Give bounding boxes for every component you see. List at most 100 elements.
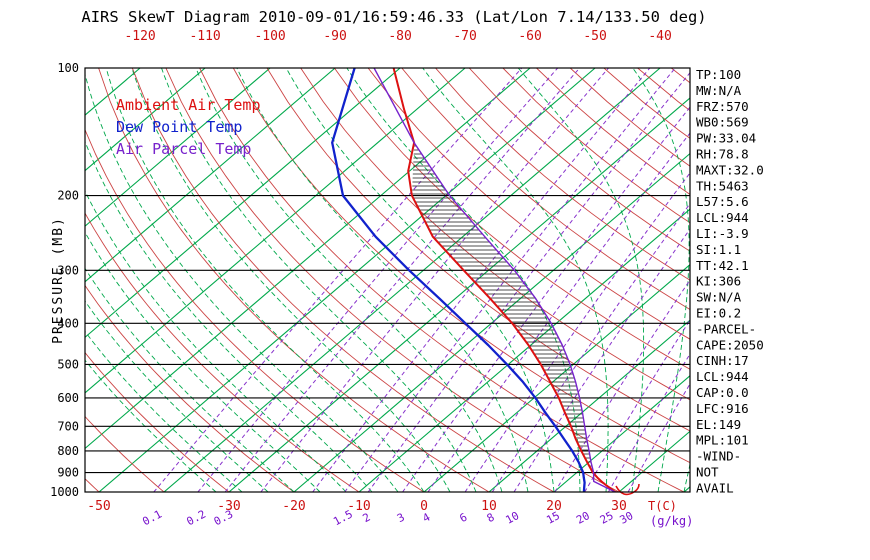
- stat-line: TH:5463: [696, 178, 749, 193]
- mixing-ratio-label: 20: [574, 509, 592, 527]
- pressure-tick-label: 700: [57, 419, 79, 433]
- stat-line: PW:33.04: [696, 131, 756, 146]
- isotherm-line: [85, 68, 531, 450]
- grid-layer: [0, 68, 690, 492]
- pressure-tick-label: 400: [57, 316, 79, 330]
- dry-adiabat-line: [85, 284, 295, 492]
- moist-adiabat-line: [85, 140, 373, 492]
- top-axis-tick-label: -120: [124, 29, 155, 44]
- mixing-ratio-label: 0.2: [184, 508, 208, 529]
- pressure-tick-label: 300: [57, 263, 79, 277]
- isotherm-line: [553, 375, 690, 492]
- moist-adiabat-line: [161, 68, 477, 492]
- mixing-ratio-line: [197, 68, 559, 492]
- moist-adiabat-line: [85, 267, 295, 492]
- dry-adiabat-line: [401, 68, 690, 311]
- bottom-axis-tick-label: -50: [87, 499, 110, 514]
- stat-line: AVAIL: [696, 480, 734, 495]
- moist-adiabat-line: [131, 68, 451, 492]
- moist-adiabat-line: [422, 68, 609, 492]
- dry-adiabat-line: [85, 415, 165, 492]
- mixing-ratio-label: 2: [361, 511, 373, 526]
- surface-max-temp-marker: [615, 483, 640, 496]
- parcel-temp-curve: [373, 68, 616, 492]
- isotherm-line: [85, 68, 401, 339]
- top-axis-tick-label: -60: [518, 29, 541, 44]
- pressure-tick-label: 1000: [50, 485, 79, 499]
- dry-adiabat-line: [367, 68, 690, 340]
- bottom-axis-tick-label: 0: [420, 499, 428, 514]
- chart-title: AIRS SkewT Diagram 2010-09-01/16:59:46.3…: [81, 8, 706, 26]
- mixing-ratio-label: 30: [618, 509, 636, 527]
- stat-line: NOT: [696, 465, 719, 480]
- dry-adiabat-line: [232, 68, 690, 464]
- isotherm-line: [358, 208, 690, 492]
- pressure-axis-label: PRESSURE (MB): [51, 216, 66, 344]
- stat-line: LI:-3.9: [696, 226, 749, 241]
- mixing-ratio-label: 3: [395, 511, 407, 526]
- stat-line: EI:0.2: [696, 306, 741, 321]
- isotherm-line: [293, 152, 690, 492]
- labels-layer: -120 -110 -100 -90 -80 -70 -60 -50 -40-50 -30 -20-…: [50, 29, 764, 528]
- top-axis-tick-label: -40: [648, 29, 671, 44]
- mixing-ratio-line: [491, 202, 690, 492]
- mixing-ratio-label: 6: [457, 511, 469, 526]
- moist-adiabat-line: [85, 231, 321, 492]
- mixing-ratio-label: 8: [485, 511, 497, 526]
- cape-hatch-area: [411, 142, 595, 475]
- stat-line: RH:78.8: [696, 147, 749, 162]
- stat-line: -WIND-: [696, 449, 741, 464]
- stat-line: CINH:17: [696, 353, 749, 368]
- dry-adiabat-line: [468, 68, 690, 252]
- mixing-ratio-line: [402, 106, 690, 492]
- mixing-ratio-line: [554, 279, 690, 492]
- stat-line: MPL:101: [696, 433, 749, 448]
- mixratio-unit-label: (g/kg): [650, 514, 693, 528]
- stat-line: CAP:0.0: [696, 385, 749, 400]
- pressure-tick-label: 200: [57, 189, 79, 203]
- generated-chart-layers: -120 -110 -100 -90 -80 -70 -60 -50 -40-50 -30 -20-…: [0, 29, 764, 528]
- mixing-ratio-line: [607, 353, 690, 492]
- moist-adiabat-line: [195, 68, 503, 492]
- stat-line: KI:306: [696, 274, 741, 289]
- moist-adiabat-line: [236, 68, 529, 492]
- legend-dewpoint: Dew Point Temp: [116, 118, 242, 136]
- mixing-ratio-line: [344, 68, 676, 492]
- dry-adiabat-line: [0, 68, 34, 492]
- moist-adiabat-line: [85, 72, 399, 492]
- bottom-axis-tick-label: 20: [546, 499, 562, 514]
- pressure-tick-label: 800: [57, 444, 79, 458]
- top-axis-tick-label: -110: [189, 29, 220, 44]
- stat-line: MAXT:32.0: [696, 162, 764, 177]
- mixing-ratio-line: [260, 68, 609, 492]
- dry-adiabat-line: [98, 68, 490, 492]
- isotherm-line: [85, 68, 336, 283]
- pressure-tick-label: 900: [57, 466, 79, 480]
- top-axis-tick-label: -50: [583, 29, 606, 44]
- temp-unit-label: T(C): [648, 499, 677, 513]
- stat-line: LCL:944: [696, 210, 749, 225]
- dry-adiabat-line: [85, 351, 230, 492]
- moist-adiabat-line: [85, 300, 269, 492]
- mixing-ratio-line: [427, 132, 690, 492]
- top-axis-tick-label: -90: [323, 29, 346, 44]
- moist-adiabat-line: [85, 190, 347, 492]
- mixing-ratio-label: 10: [503, 509, 521, 527]
- mixing-ratio-line: [153, 68, 523, 492]
- dry-adiabat-line: [131, 68, 555, 492]
- mixing-ratio-line: [513, 228, 690, 492]
- isotherm-line: [85, 68, 466, 394]
- stat-line: EL:149: [696, 417, 741, 432]
- dry-adiabat-line: [165, 68, 620, 492]
- dry-adiabat-line: [85, 128, 425, 492]
- mixing-ratio-label: 15: [544, 509, 562, 527]
- isotherm-line: [0, 68, 10, 492]
- moist-adiabat-line: [285, 68, 555, 492]
- dry-adiabat-line: [85, 478, 100, 492]
- isotherm-line: [85, 68, 271, 227]
- moist-adiabat-line: [632, 68, 690, 492]
- ambient-temp-curve: [392, 68, 622, 492]
- mixing-ratio-line: [464, 172, 690, 492]
